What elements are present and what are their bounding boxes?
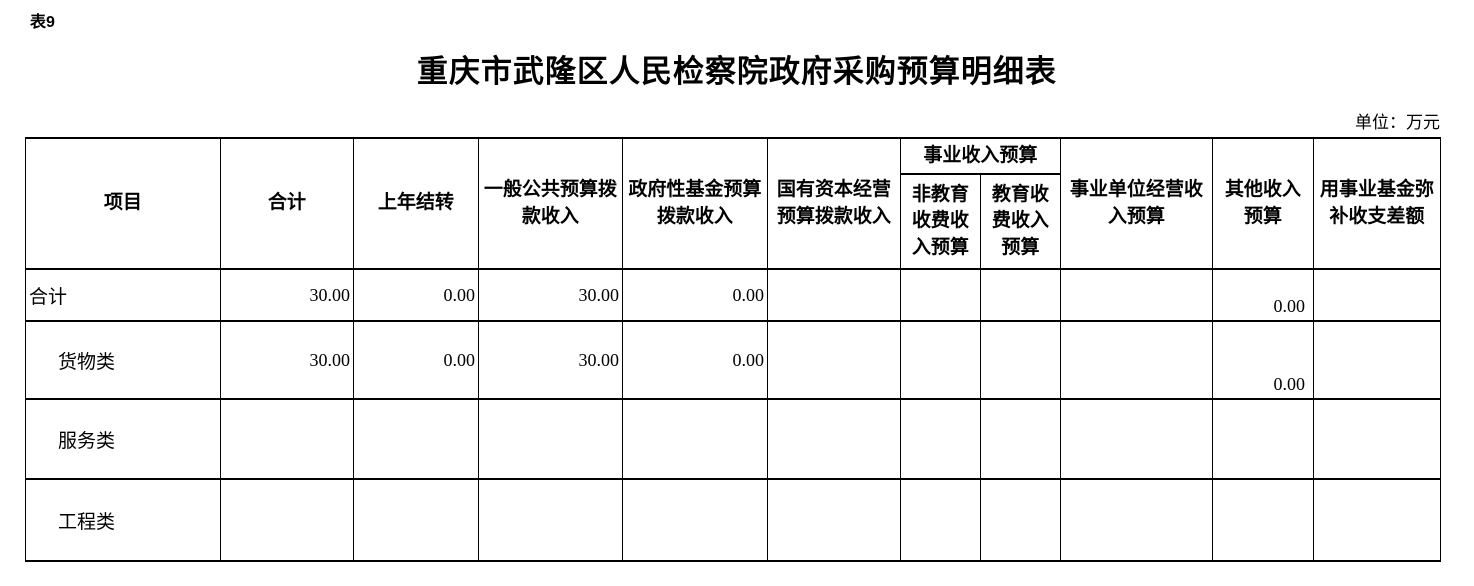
cell-education-fee [979, 478, 1062, 562]
cell-non-education-fee [900, 478, 981, 562]
cell-carryover [353, 478, 479, 562]
cell-fund-gap-subsidy [1313, 398, 1442, 480]
cell-carryover: 0.00 [353, 268, 479, 322]
cell-general-public-budget: 30.00 [478, 268, 623, 322]
col-header-business-income-group: 事业收入预算 [899, 137, 1062, 175]
header-row-2: 非教育收费收入预算 教育收费收入预算 [26, 173, 1441, 270]
col-header-fund-gap-subsidy: 用事业基金弥补收支差额 [1313, 137, 1442, 270]
cell-other-income [1212, 478, 1315, 562]
cell-education-fee [979, 268, 1062, 322]
col-header-total: 合计 [220, 137, 354, 270]
cell-institution-operating-income [1060, 320, 1214, 400]
col-header-carryover: 上年结转 [353, 137, 479, 270]
cell-institution-operating-income [1060, 398, 1214, 480]
cell-general-public-budget: 30.00 [478, 320, 623, 400]
procurement-budget-table: 项目 合计 上年结转 一般公共预算拨款收入 政府性基金预算拨款收入 国有资本经营… [25, 137, 1442, 562]
cell-total: 30.00 [220, 320, 354, 400]
col-header-institution-operating-income: 事业单位经营收入预算 [1060, 137, 1214, 270]
row-label: 合计 [25, 268, 221, 322]
row-label: 工程类 [25, 478, 221, 562]
page-title: 重庆市武隆区人民检察院政府采购预算明细表 [417, 54, 1057, 89]
cell-institution-operating-income [1060, 268, 1214, 322]
cell-government-fund-budget: 0.00 [622, 268, 768, 322]
cell-institution-operating-income [1060, 478, 1214, 562]
cell-general-public-budget [478, 398, 623, 480]
table-row-goods: 货物类 30.00 0.00 30.00 0.00 0.00 [25, 320, 1442, 400]
row-label: 服务类 [25, 398, 221, 480]
col-header-item: 项目 [25, 137, 221, 270]
cell-non-education-fee [900, 398, 981, 480]
cell-fund-gap-subsidy [1313, 268, 1442, 322]
row-label: 货物类 [25, 320, 221, 400]
table-number-label: 表9 [30, 14, 55, 31]
cell-fund-gap-subsidy [1313, 478, 1442, 562]
col-header-non-education-fee: 非教育收费收入预算 [900, 173, 981, 270]
cell-total: 30.00 [220, 268, 354, 322]
col-header-education-fee: 教育收费收入预算 [979, 173, 1062, 270]
cell-fund-gap-subsidy [1313, 320, 1442, 400]
cell-other-income: 0.00 [1212, 320, 1315, 400]
cell-other-income [1212, 398, 1315, 480]
cell-state-capital-budget [767, 478, 901, 562]
cell-government-fund-budget [622, 398, 768, 480]
cell-general-public-budget [478, 478, 623, 562]
col-header-state-capital-budget: 国有资本经营预算拨款收入 [767, 137, 901, 270]
cell-education-fee [979, 398, 1062, 480]
cell-carryover: 0.00 [353, 320, 479, 400]
cell-carryover [353, 398, 479, 480]
cell-non-education-fee [900, 268, 981, 322]
cell-state-capital-budget [767, 268, 901, 322]
unit-label: 单位：万元 [1355, 113, 1440, 132]
cell-total [220, 478, 354, 562]
col-header-other-income: 其他收入预算 [1212, 137, 1315, 270]
cell-other-income: 0.00 [1212, 268, 1315, 322]
cell-government-fund-budget: 0.00 [622, 320, 768, 400]
cell-education-fee [979, 320, 1062, 400]
col-header-government-fund-budget: 政府性基金预算拨款收入 [622, 137, 768, 270]
col-header-general-public-budget: 一般公共预算拨款收入 [478, 137, 623, 270]
table-row-services: 服务类 [25, 398, 1442, 480]
cell-state-capital-budget [767, 320, 901, 400]
table-row-total: 合计 30.00 0.00 30.00 0.00 0.00 [25, 268, 1442, 322]
cell-total [220, 398, 354, 480]
cell-non-education-fee [900, 320, 981, 400]
table-row-engineering: 工程类 [25, 478, 1442, 562]
cell-government-fund-budget [622, 478, 768, 562]
cell-state-capital-budget [767, 398, 901, 480]
header-row-1: 项目 合计 上年结转 一般公共预算拨款收入 政府性基金预算拨款收入 国有资本经营… [25, 137, 1442, 270]
